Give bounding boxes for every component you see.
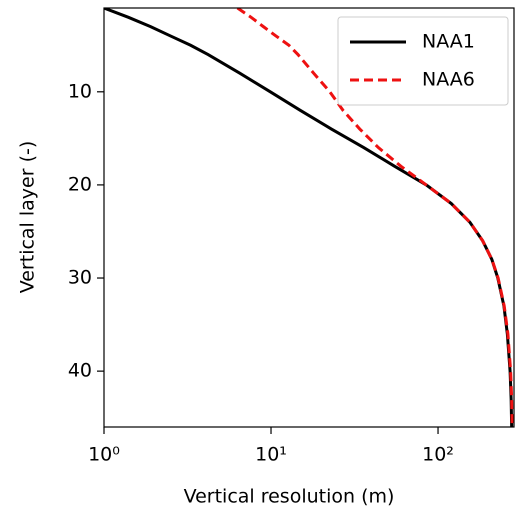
x-axis-label: Vertical resolution (m) xyxy=(184,486,395,508)
x-tick-label: 10² xyxy=(422,444,454,466)
y-tick-label: 10 xyxy=(68,80,92,102)
legend-box xyxy=(337,16,509,106)
y-tick-label: 30 xyxy=(68,267,92,289)
x-tick-label: 10⁰ xyxy=(88,444,120,466)
legend-label: NAA1 xyxy=(422,31,475,53)
y-tick-label: 40 xyxy=(68,360,92,382)
y-tick-label: 20 xyxy=(68,173,92,195)
data-line xyxy=(104,8,514,427)
legend-label: NAA6 xyxy=(422,69,475,91)
y-axis-label: Vertical layer (-) xyxy=(17,141,39,294)
plot-frame xyxy=(103,7,515,428)
x-tick-label: 10¹ xyxy=(255,444,287,466)
data-line xyxy=(236,8,514,427)
